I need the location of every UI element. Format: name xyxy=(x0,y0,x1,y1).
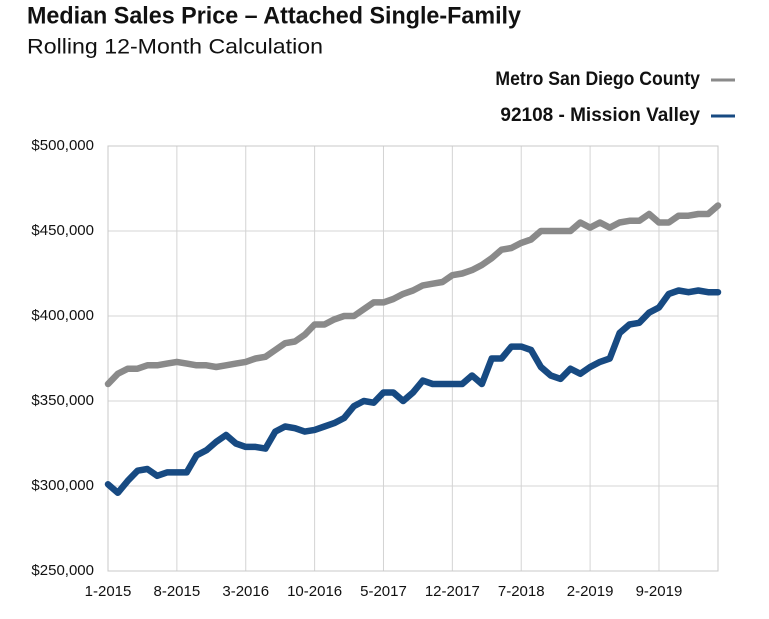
y-tick-label: $350,000 xyxy=(31,392,94,409)
x-tick-label: 3-2016 xyxy=(222,583,269,600)
x-tick-label: 7-2018 xyxy=(498,583,545,600)
y-tick-label: $500,000 xyxy=(31,137,94,154)
series-line xyxy=(104,287,722,497)
y-tick-label: $450,000 xyxy=(31,222,94,239)
plot-frame xyxy=(107,145,719,572)
x-tick-label: 10-2016 xyxy=(287,583,342,600)
legend-label: Metro San Diego County xyxy=(495,69,700,90)
x-tick-label: 12-2017 xyxy=(425,583,480,600)
x-tick-label: 5-2017 xyxy=(360,583,407,600)
y-tick-label: $300,000 xyxy=(31,477,94,494)
y-tick-label: $400,000 xyxy=(31,307,94,324)
chart-subtitle: Rolling 12-Month Calculation xyxy=(27,36,323,59)
x-tick-label: 9-2019 xyxy=(636,583,683,600)
chart-title: Median Sales Price – Attached Single-Fam… xyxy=(27,2,522,29)
x-tick-label: 8-2015 xyxy=(154,583,201,600)
x-tick-label: 1-2015 xyxy=(85,583,132,600)
legend-label: 92108 - Mission Valley xyxy=(500,105,700,126)
x-tick-label: 2-2019 xyxy=(567,583,614,600)
series-line xyxy=(104,202,722,388)
y-tick-label: $250,000 xyxy=(31,562,94,579)
